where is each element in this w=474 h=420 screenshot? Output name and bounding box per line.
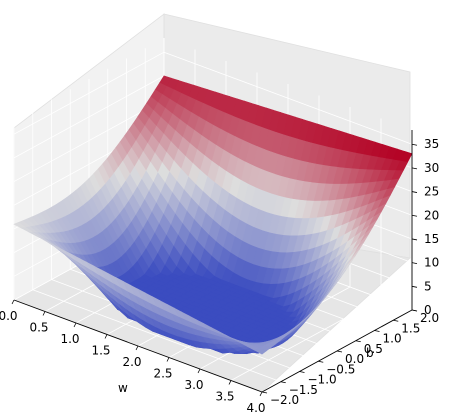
b-tick-label: −1.0 <box>308 373 337 387</box>
z-tick-label: 35 <box>424 137 439 151</box>
w-tick-mark <box>73 322 77 328</box>
w-tick-mark <box>42 311 46 316</box>
z-tick-label: 15 <box>424 232 439 246</box>
z-tick-mark <box>411 309 418 312</box>
floor-grid-line <box>32 289 281 383</box>
w-tick-mark <box>259 391 263 397</box>
back-grid-line <box>163 51 413 145</box>
b-tick-label: 1.0 <box>383 332 402 346</box>
w-axis-title: w <box>118 381 128 395</box>
w-tick-label: 3.5 <box>215 390 234 404</box>
w-tick-label: 2.5 <box>153 367 172 381</box>
loss-surface <box>13 75 413 355</box>
w-tick-mark <box>104 334 108 339</box>
b-tick-label: −2.0 <box>270 393 299 407</box>
b-tick-mark <box>355 340 361 343</box>
w-tick-label: 2.0 <box>122 355 141 369</box>
left-grid-line <box>13 75 165 159</box>
b-tick-mark <box>280 381 286 384</box>
w-tick-mark <box>228 380 232 385</box>
w-axis-ticks: 0.0 0.5 1.0 1.5 2.0 2.5 3.0 3.5 4.0 <box>0 299 266 415</box>
b-tick-mark <box>318 360 324 363</box>
w-tick-mark <box>135 345 139 351</box>
z-tick-label: 10 <box>424 256 439 270</box>
w-tick-label: 0.5 <box>29 321 48 335</box>
b-tick-mark <box>374 330 380 332</box>
b-axis-ticks: −2.0−1.5−1.0−0.50.00.51.01.52.0 <box>261 309 439 407</box>
z-tick-mark <box>411 191 418 193</box>
b-tick-label: 0.5 <box>364 342 383 356</box>
w-tick-mark <box>166 357 170 362</box>
surface-patch <box>254 347 268 355</box>
z-tick-mark <box>411 238 418 241</box>
w-tick-mark <box>197 368 201 374</box>
z-tick-label: 0 <box>424 303 432 317</box>
z-tick-label: 20 <box>424 208 439 222</box>
z-axis-ticks: 0 5 10 15 20 25 30 35 <box>411 137 439 317</box>
z-tick-mark <box>411 262 418 265</box>
w-tick-mark <box>11 299 15 305</box>
w-tick-label: 1.0 <box>60 332 79 346</box>
left-grid-line <box>13 99 165 182</box>
z-tick-label: 5 <box>424 279 432 293</box>
left-grid-line <box>13 51 165 135</box>
b-tick-label: −0.5 <box>326 362 355 376</box>
z-tick-label: 30 <box>424 161 439 175</box>
w-tick-label: 1.5 <box>91 344 110 358</box>
b-tick-label: 0.0 <box>345 352 364 366</box>
z-tick-label: 25 <box>424 185 439 199</box>
b-axis-title: b <box>366 346 374 360</box>
b-tick-mark <box>299 371 305 373</box>
z-tick-mark <box>411 167 418 170</box>
z-tick-mark <box>411 285 418 288</box>
b-tick-label: −1.5 <box>289 383 318 397</box>
z-tick-mark <box>411 214 418 217</box>
b-tick-label: 1.5 <box>401 321 420 335</box>
w-tick-label: 0.0 <box>0 309 18 323</box>
w-tick-label: 4.0 <box>246 401 265 415</box>
z-tick-mark <box>411 143 418 146</box>
b-tick-label: 2.0 <box>420 311 439 325</box>
b-tick-mark <box>336 350 343 353</box>
b-tick-mark <box>261 391 268 394</box>
b-tick-mark <box>393 319 399 322</box>
w-tick-label: 3.0 <box>184 378 203 392</box>
